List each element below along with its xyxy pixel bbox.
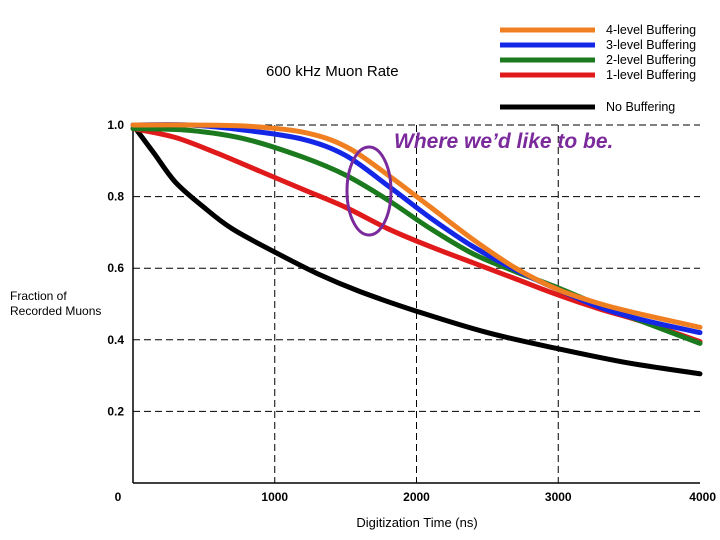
annotation-text: Where we’d like to be. [394, 130, 613, 153]
y-tick-label: 1.0 [107, 118, 124, 132]
legend-label-2-level: 2-level Buffering [606, 53, 696, 67]
x-tick-label: 1000 [261, 490, 288, 504]
x-tick-label: 0 [115, 490, 122, 504]
series-4-level-buffering [130, 122, 703, 330]
legend-label-3-level: 3-level Buffering [606, 38, 696, 52]
x-tick-label: 4000 [689, 490, 716, 504]
legend-label-1-level: 1-level Buffering [606, 68, 696, 82]
y-tick-label: 0.2 [107, 404, 124, 418]
grid: 0 1000 2000 3000 4000 0.2 0.4 0.6 0.8 1.0 [107, 118, 716, 504]
x-tick-label: 2000 [403, 490, 430, 504]
series-group [130, 122, 703, 377]
series-3-level-buffering [130, 122, 703, 336]
y-tick-label: 0.8 [107, 190, 124, 204]
x-tick-label: 3000 [545, 490, 572, 504]
legend: 4-level Buffering 3-level Buffering 2-le… [500, 23, 696, 114]
y-tick-label: 0.4 [107, 333, 124, 347]
legend-label-no-buffering: No Buffering [606, 100, 675, 114]
legend-label-4-level: 4-level Buffering [606, 23, 696, 37]
y-tick-label: 0.6 [107, 261, 124, 275]
y-axis-title-line-1: Fraction of [10, 289, 67, 303]
x-axis-title: Digitization Time (ns) [356, 515, 477, 530]
annotation-ellipse [345, 145, 393, 237]
series-no-buffering [130, 122, 703, 377]
y-axis-title-line-2: Recorded Muons [10, 304, 101, 318]
chart-subtitle: 600 kHz Muon Rate [266, 63, 399, 80]
